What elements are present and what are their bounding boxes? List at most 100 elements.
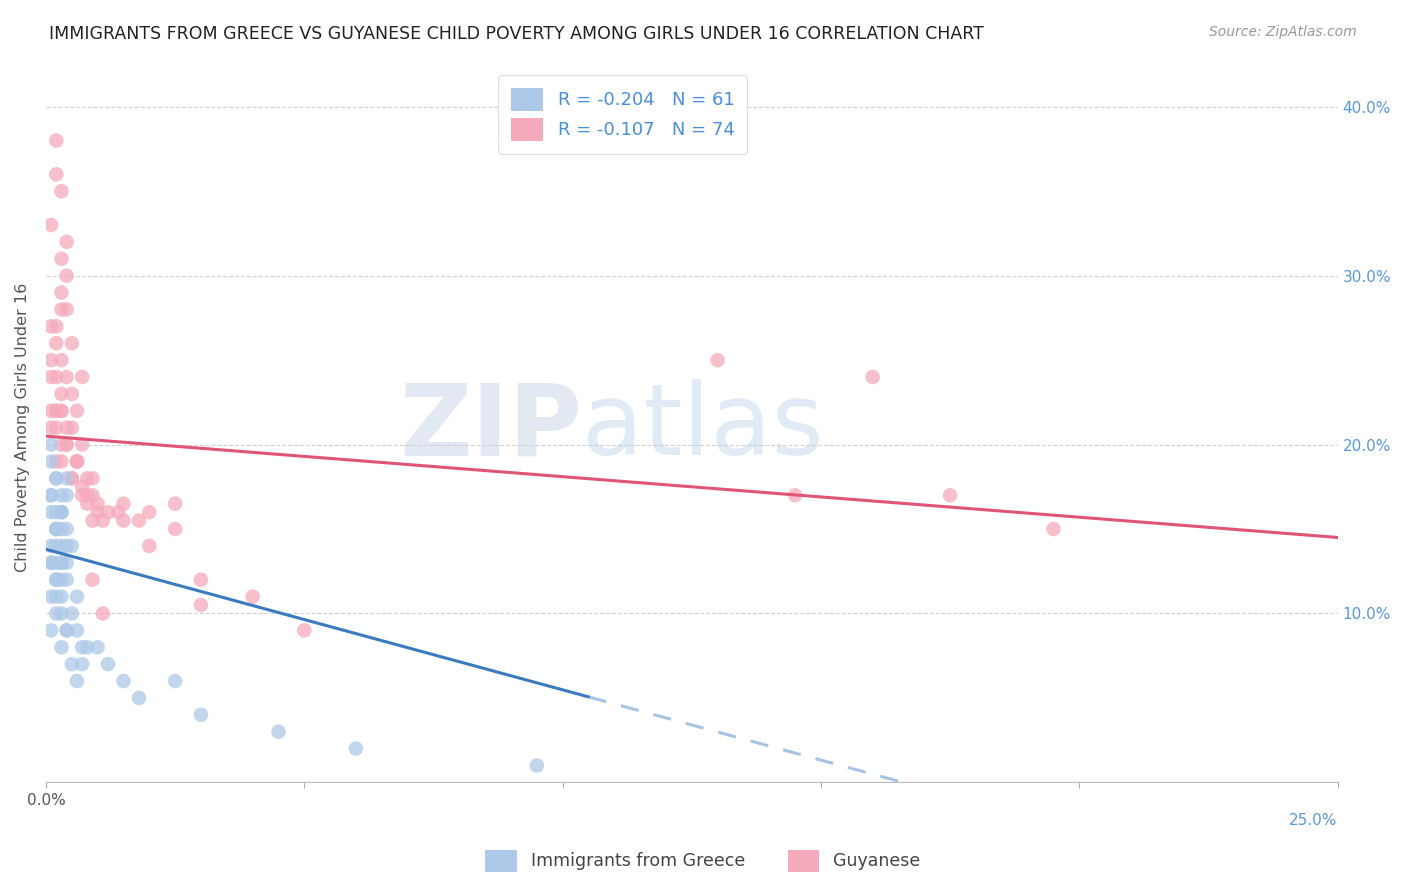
Point [51,590,73,604]
Point [51,607,73,621]
Point [82,488,104,502]
Point [76,497,98,511]
Point [45,522,67,536]
Point [190,573,212,587]
Point [66,454,89,468]
Point [60,336,83,351]
Point [45,573,67,587]
Point [51,640,73,655]
Point [51,539,73,553]
Point [86,497,108,511]
Point [60,657,83,672]
Point [138,539,160,553]
Point [128,690,150,705]
Point [785,488,807,502]
Point [138,505,160,519]
Point [55,420,77,434]
Point [45,454,67,468]
Point [55,437,77,451]
Point [45,404,67,418]
Point [128,514,150,528]
Point [91,514,114,528]
Point [344,741,367,756]
Point [66,454,89,468]
Point [51,522,73,536]
Text: Source: ZipAtlas.com: Source: ZipAtlas.com [1209,25,1357,39]
Point [55,370,77,384]
Point [91,607,114,621]
Point [76,488,98,502]
Point [55,471,77,485]
Point [39,370,62,384]
Point [82,471,104,485]
Point [526,758,548,772]
Text: ZIP: ZIP [399,379,582,476]
Point [60,471,83,485]
Point [66,673,89,688]
Point [39,505,62,519]
Point [55,488,77,502]
Point [165,673,187,688]
Point [60,420,83,434]
Point [51,488,73,502]
Point [107,505,129,519]
Point [45,556,67,570]
Point [45,471,67,485]
Point [45,319,67,334]
Point [55,624,77,638]
Point [70,480,93,494]
Point [39,624,62,638]
Legend: Immigrants from Greece, Guyanese: Immigrants from Greece, Guyanese [478,843,928,879]
Point [45,539,67,553]
Point [242,590,264,604]
Point [55,539,77,553]
Point [190,598,212,612]
Point [97,657,120,672]
Legend: R = -0.204   N = 61, R = -0.107   N = 74: R = -0.204 N = 61, R = -0.107 N = 74 [498,75,748,153]
Point [51,285,73,300]
Point [51,505,73,519]
Point [45,573,67,587]
Point [39,556,62,570]
Text: IMMIGRANTS FROM GREECE VS GUYANESE CHILD POVERTY AMONG GIRLS UNDER 16 CORRELATIO: IMMIGRANTS FROM GREECE VS GUYANESE CHILD… [49,25,984,43]
Point [45,505,67,519]
Point [51,404,73,418]
Point [45,607,67,621]
Point [51,573,73,587]
Point [55,235,77,249]
Point [55,556,77,570]
Point [39,353,62,368]
Point [70,640,93,655]
Point [51,353,73,368]
Point [76,640,98,655]
Point [706,353,728,368]
Point [39,437,62,451]
Point [86,505,108,519]
Point [97,505,120,519]
Point [55,573,77,587]
Point [39,539,62,553]
Point [70,437,93,451]
Point [55,522,77,536]
Point [112,514,135,528]
Point [51,505,73,519]
Point [51,252,73,266]
Point [39,556,62,570]
Point [112,673,135,688]
Point [66,404,89,418]
Point [39,488,62,502]
Point [70,370,93,384]
Y-axis label: Child Poverty Among Girls Under 16: Child Poverty Among Girls Under 16 [15,283,30,573]
Point [66,590,89,604]
Point [51,404,73,418]
Point [45,522,67,536]
Point [45,336,67,351]
Point [1042,522,1064,536]
Point [45,420,67,434]
Point [862,370,884,384]
Point [39,319,62,334]
Point [45,522,67,536]
Point [51,505,73,519]
Point [55,437,77,451]
Point [60,607,83,621]
